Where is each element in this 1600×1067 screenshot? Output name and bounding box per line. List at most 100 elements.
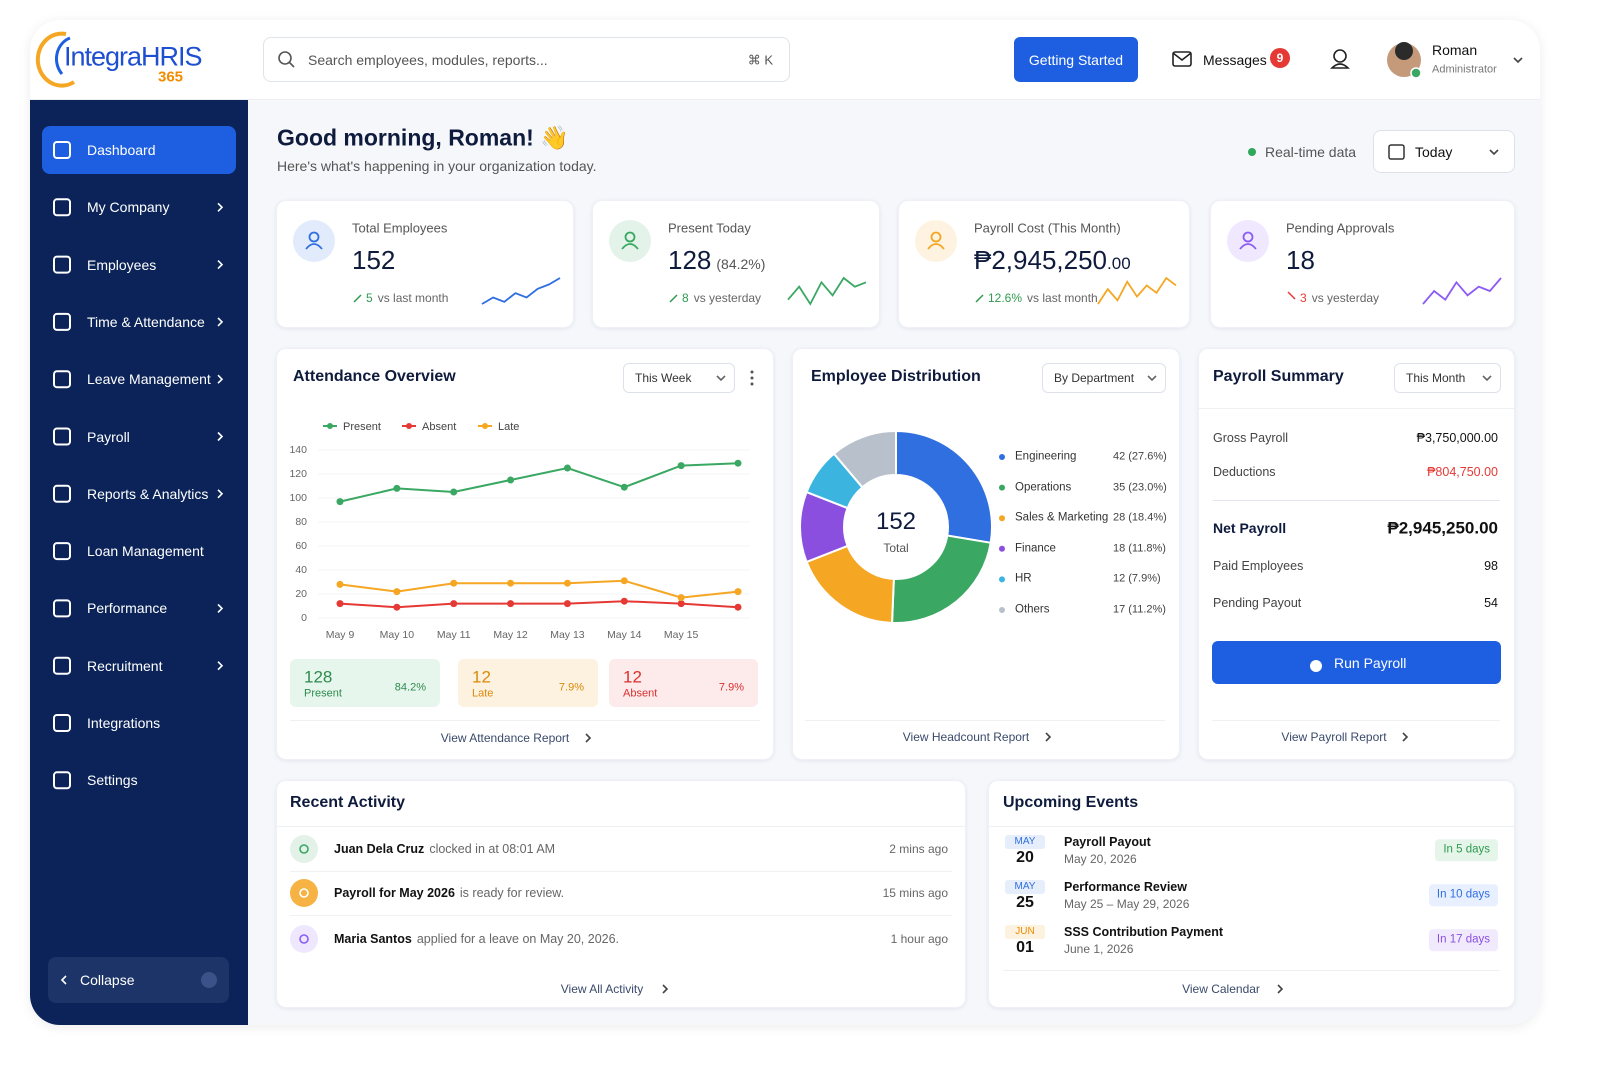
legend-count: 28 <box>1113 511 1126 524</box>
series-point <box>677 600 685 608</box>
nav-icon <box>53 427 71 446</box>
dropdown[interactable] <box>1042 363 1166 393</box>
search-shortcut: ⌘ K <box>747 52 773 68</box>
activity-time: 15 mins ago <box>882 886 948 900</box>
report-link[interactable]: View Calendar <box>1182 982 1260 996</box>
legend-dot <box>999 454 1005 460</box>
legend-percent: (27.6%) <box>1128 450 1167 463</box>
nav-label[interactable]: Time & Attendance <box>87 313 205 330</box>
summary-tile <box>458 659 598 707</box>
card-title: Upcoming Events <box>1003 794 1139 811</box>
activity-subject: Maria Santos <box>334 931 412 946</box>
kpi-value: 128 <box>668 245 712 275</box>
kpi-icon <box>308 231 320 243</box>
donut-center-value: 152 <box>875 508 917 535</box>
nav-label[interactable]: Leave Management <box>87 371 211 388</box>
cta-label[interactable]: Getting Started <box>1028 52 1124 68</box>
payroll-card <box>1198 348 1515 760</box>
nav-label[interactable]: Loan Management <box>87 543 204 560</box>
search-placeholder: Search employees, modules, reports... <box>308 52 548 68</box>
kpi-icon <box>927 243 945 250</box>
dropdown-label: This Week <box>635 371 692 385</box>
button-label[interactable]: Run Payroll <box>1334 655 1407 671</box>
legend-value: 17 (11.2%) <box>1113 603 1166 616</box>
nav-item-active[interactable] <box>42 126 236 174</box>
nav-icon <box>53 370 71 389</box>
chevron-icon <box>1482 375 1492 382</box>
kpi-label: Total Employees <box>352 220 448 236</box>
nav-label[interactable]: Recruitment <box>87 657 163 674</box>
menu-dot <box>750 370 754 374</box>
y-tick-label: 100 <box>289 492 307 504</box>
report-link[interactable]: View Headcount Report <box>902 730 1030 744</box>
legend-dot <box>999 484 1005 491</box>
sparkline <box>787 276 867 306</box>
event-day: 01 <box>1016 939 1034 956</box>
legend-value: 35 (23.0%) <box>1113 482 1167 493</box>
nav-label[interactable]: Integrations <box>87 715 161 731</box>
donut-slice <box>895 429 993 544</box>
nav-label[interactable]: My Company <box>87 199 170 216</box>
kpi-value-row: 128 (84.2%) <box>668 247 765 273</box>
search-box[interactable] <box>263 37 790 82</box>
kpi-card <box>898 200 1190 328</box>
date-chip <box>1005 835 1045 849</box>
collapse-label[interactable]: Collapse <box>80 972 135 988</box>
nav-label[interactable]: Employees <box>87 256 157 273</box>
messages-label[interactable]: Messages <box>1203 52 1267 68</box>
nav-label[interactable]: Dashboard <box>87 142 156 158</box>
kpi-icon <box>1242 231 1254 243</box>
report-link[interactable]: View Payroll Report <box>1281 730 1387 744</box>
chevron-icon <box>217 202 224 212</box>
report-link[interactable]: View Attendance Report <box>440 731 570 745</box>
legend-percent: (23.0%) <box>1128 481 1167 494</box>
kpi-change-value: 5 <box>366 291 373 305</box>
payroll-row-label: Deductions <box>1213 464 1276 479</box>
event-title: SSS Contribution Payment <box>1064 924 1224 939</box>
legend-label: Finance <box>1015 542 1056 555</box>
dropdown[interactable] <box>623 363 735 393</box>
x-tick-label: May 11 <box>437 629 471 641</box>
kpi-icon <box>624 231 636 243</box>
kpi-icon <box>1239 243 1257 250</box>
chevron-icon <box>662 984 669 994</box>
nav-icon <box>53 542 71 561</box>
legend-percent: (11.8%) <box>1128 542 1166 555</box>
date-filter-label[interactable]: Today <box>1415 144 1453 160</box>
activity-icon-mark <box>299 888 309 898</box>
divider <box>805 720 1165 721</box>
report-link[interactable]: View All Activity <box>560 982 644 996</box>
series-point <box>507 476 515 484</box>
event-date: June 1, 2026 <box>1064 942 1134 956</box>
nav-label[interactable]: Performance <box>87 600 168 617</box>
activity-time: 2 mins ago <box>889 842 948 856</box>
series-line <box>339 462 739 503</box>
nav-label[interactable]: Reports & Analytics <box>87 485 209 502</box>
activity-icon <box>290 835 318 863</box>
dropdown-label: This Month <box>1406 371 1466 385</box>
menu-dot <box>750 376 754 380</box>
legend-value: 42 (27.6%) <box>1113 450 1167 463</box>
nav-label[interactable]: Payroll <box>87 428 130 445</box>
summary-value: 12 <box>623 667 642 687</box>
kpi-change-value: 12.6% <box>988 291 1023 305</box>
cta-button[interactable] <box>1014 37 1138 82</box>
activity-text: Maria Santos applied for a leave on May 2… <box>334 933 619 946</box>
dropdown[interactable] <box>1394 363 1501 393</box>
nav-icon <box>53 312 71 331</box>
date-chip <box>1005 880 1045 894</box>
y-tick-label: 40 <box>295 564 307 576</box>
run-payroll-button[interactable] <box>1212 641 1501 684</box>
y-tick-label: 60 <box>295 540 307 552</box>
nav-label[interactable]: Settings <box>87 772 138 789</box>
kpi-label: Pending Approvals <box>1286 220 1395 236</box>
y-tick-label: 140 <box>289 444 307 456</box>
nav-icon <box>53 141 71 159</box>
collapse-button[interactable] <box>48 957 229 1003</box>
legend-count: 17 <box>1113 603 1126 616</box>
payroll-row-label: Paid Employees <box>1213 558 1304 573</box>
series-point <box>450 600 458 608</box>
chevron-icon <box>1513 57 1523 64</box>
